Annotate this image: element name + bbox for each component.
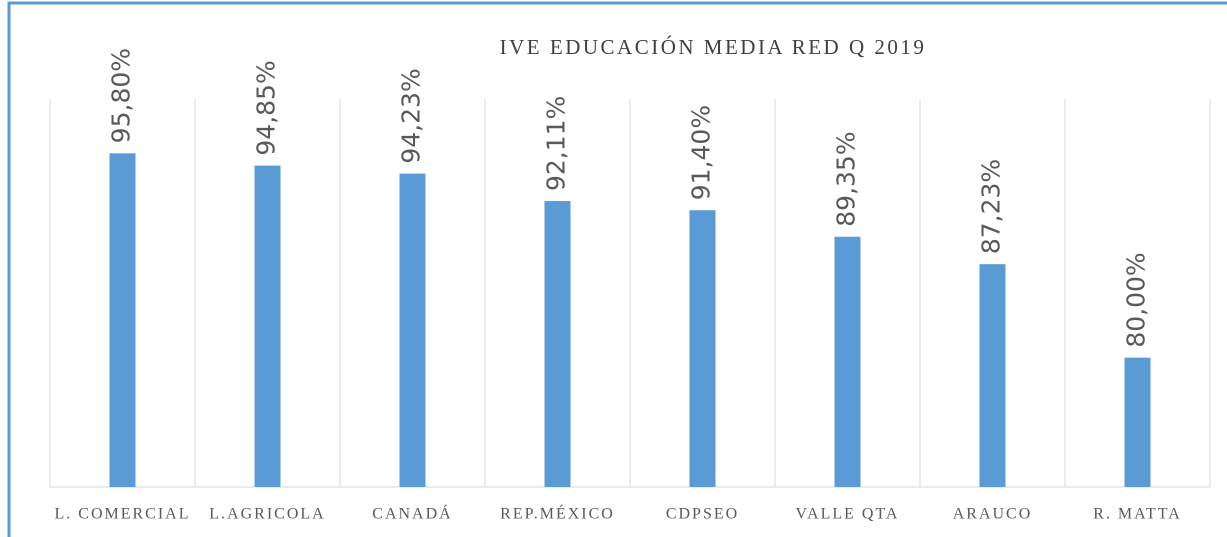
bar: [689, 210, 716, 487]
chart-title: IVE EDUCACIÓN MEDIA RED Q 2019: [500, 35, 927, 59]
x-tick-label: L.AGRICOLA: [209, 506, 325, 523]
bar: [979, 264, 1006, 487]
data-label: 87,23%: [977, 159, 1006, 254]
x-tick-label: L. COMERCIAL: [55, 506, 191, 523]
x-tick-label: CDPSEO: [666, 506, 739, 523]
bar: [1124, 357, 1151, 487]
bar: [834, 236, 861, 487]
bar: [544, 201, 571, 487]
bar: [254, 165, 281, 487]
x-tick-label: ARAUCO: [953, 506, 1033, 523]
data-label: 92,11%: [542, 96, 571, 191]
x-tick-label: R. MATTA: [1093, 506, 1182, 523]
data-label: 94,85%: [252, 60, 281, 155]
data-label: 91,40%: [687, 105, 716, 200]
data-label: 80,00%: [1122, 252, 1151, 347]
data-label: 89,35%: [832, 131, 861, 226]
x-tick-label: CANADÁ: [372, 504, 452, 523]
data-label: 95,80%: [107, 48, 136, 143]
x-tick-label: REP.MÉXICO: [500, 504, 615, 523]
bar: [399, 173, 426, 487]
x-tick-label: VALLE QTA: [796, 506, 900, 523]
bar: [109, 153, 136, 487]
frame: [7, 1, 1227, 537]
data-label: 94,23%: [397, 68, 426, 163]
